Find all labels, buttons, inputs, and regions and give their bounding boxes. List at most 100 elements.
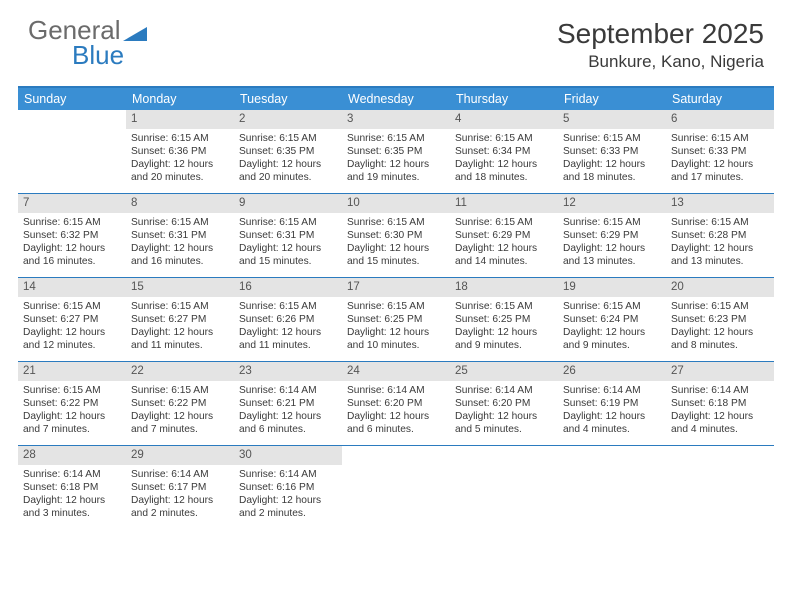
daylight-line: Daylight: 12 hours and 11 minutes. [239,326,337,352]
day-body: Sunrise: 6:15 AMSunset: 6:25 PMDaylight:… [450,297,558,355]
day-cell: 12Sunrise: 6:15 AMSunset: 6:29 PMDayligh… [558,194,666,277]
dow-cell: Friday [558,88,666,110]
day-number [342,446,450,465]
day-body: Sunrise: 6:14 AMSunset: 6:18 PMDaylight:… [666,381,774,439]
sunrise-line: Sunrise: 6:14 AM [23,468,121,481]
daylight-line: Daylight: 12 hours and 12 minutes. [23,326,121,352]
daylight-line: Daylight: 12 hours and 18 minutes. [563,158,661,184]
daylight-line: Daylight: 12 hours and 17 minutes. [671,158,769,184]
daylight-line: Daylight: 12 hours and 5 minutes. [455,410,553,436]
header: GeneralBlue September 2025 Bunkure, Kano… [0,0,792,78]
sunset-line: Sunset: 6:21 PM [239,397,337,410]
day-number: 5 [558,110,666,129]
day-cell [666,446,774,529]
day-number: 8 [126,194,234,213]
dow-cell: Tuesday [234,88,342,110]
week-row: 28Sunrise: 6:14 AMSunset: 6:18 PMDayligh… [18,445,774,529]
dow-cell: Thursday [450,88,558,110]
sunrise-line: Sunrise: 6:15 AM [23,300,121,313]
day-number: 18 [450,278,558,297]
day-number: 25 [450,362,558,381]
day-body: Sunrise: 6:15 AMSunset: 6:29 PMDaylight:… [558,213,666,271]
daylight-line: Daylight: 12 hours and 3 minutes. [23,494,121,520]
sunrise-line: Sunrise: 6:14 AM [239,468,337,481]
day-cell: 19Sunrise: 6:15 AMSunset: 6:24 PMDayligh… [558,278,666,361]
day-cell: 11Sunrise: 6:15 AMSunset: 6:29 PMDayligh… [450,194,558,277]
sunset-line: Sunset: 6:20 PM [455,397,553,410]
day-cell: 20Sunrise: 6:15 AMSunset: 6:23 PMDayligh… [666,278,774,361]
day-cell: 17Sunrise: 6:15 AMSunset: 6:25 PMDayligh… [342,278,450,361]
sunrise-line: Sunrise: 6:14 AM [347,384,445,397]
daylight-line: Daylight: 12 hours and 9 minutes. [455,326,553,352]
day-body: Sunrise: 6:14 AMSunset: 6:18 PMDaylight:… [18,465,126,523]
day-cell: 8Sunrise: 6:15 AMSunset: 6:31 PMDaylight… [126,194,234,277]
sunrise-line: Sunrise: 6:15 AM [131,132,229,145]
day-body: Sunrise: 6:15 AMSunset: 6:29 PMDaylight:… [450,213,558,271]
day-number [558,446,666,465]
day-number [18,110,126,129]
sunset-line: Sunset: 6:31 PM [131,229,229,242]
day-cell: 27Sunrise: 6:14 AMSunset: 6:18 PMDayligh… [666,362,774,445]
daylight-line: Daylight: 12 hours and 8 minutes. [671,326,769,352]
day-number: 10 [342,194,450,213]
daylight-line: Daylight: 12 hours and 20 minutes. [131,158,229,184]
sunset-line: Sunset: 6:29 PM [455,229,553,242]
day-body: Sunrise: 6:14 AMSunset: 6:20 PMDaylight:… [342,381,450,439]
sunrise-line: Sunrise: 6:15 AM [671,216,769,229]
day-body: Sunrise: 6:14 AMSunset: 6:21 PMDaylight:… [234,381,342,439]
sunrise-line: Sunrise: 6:14 AM [131,468,229,481]
day-cell: 10 Sunrise: 6:15 AMSunset: 6:30 PMDayligh… [342,194,450,277]
day-number: 29 [126,446,234,465]
day-number [666,446,774,465]
sunset-line: Sunset: 6:30 PM [347,229,445,242]
day-body: Sunrise: 6:15 AMSunset: 6:28 PMDaylight:… [666,213,774,271]
day-number [450,446,558,465]
daylight-line: Daylight: 12 hours and 4 minutes. [671,410,769,436]
dow-cell: Monday [126,88,234,110]
day-body: Sunrise: 6:15 AMSunset: 6:33 PMDaylight:… [666,129,774,187]
daylight-line: Daylight: 12 hours and 4 minutes. [563,410,661,436]
day-number: 13 [666,194,774,213]
sunset-line: Sunset: 6:28 PM [671,229,769,242]
day-cell: 28Sunrise: 6:14 AMSunset: 6:18 PMDayligh… [18,446,126,529]
sunrise-line: Sunrise: 6:15 AM [563,300,661,313]
day-number: 12 [558,194,666,213]
sunrise-line: Sunrise: 6:14 AM [671,384,769,397]
sunset-line: Sunset: 6:20 PM [347,397,445,410]
day-number: 27 [666,362,774,381]
sunset-line: Sunset: 6:23 PM [671,313,769,326]
day-number: 11 [450,194,558,213]
sunrise-line: Sunrise: 6:14 AM [239,384,337,397]
day-cell: 5Sunrise: 6:15 AMSunset: 6:33 PMDaylight… [558,110,666,193]
day-number: 7 [18,194,126,213]
day-body: Sunrise: 6:15 AMSunset: 6:27 PMDaylight:… [126,297,234,355]
daylight-line: Daylight: 12 hours and 15 minutes. [239,242,337,268]
weeks-container: 1Sunrise: 6:15 AMSunset: 6:36 PMDaylight… [18,110,774,529]
title-block: September 2025 Bunkure, Kano, Nigeria [557,18,764,72]
day-cell [18,110,126,193]
day-number: 1 [126,110,234,129]
sunrise-line: Sunrise: 6:15 AM [347,216,445,229]
day-cell: 25 Sunrise: 6:14 AMSunset: 6:20 PMDayligh… [450,362,558,445]
daylight-line: Daylight: 12 hours and 13 minutes. [671,242,769,268]
sunrise-line: Sunrise: 6:15 AM [563,132,661,145]
sunrise-line: Sunrise: 6:15 AM [131,384,229,397]
day-body: Sunrise: 6:15 AMSunset: 6:36 PMDaylight:… [126,129,234,187]
sunrise-line: Sunrise: 6:14 AM [455,384,553,397]
sunrise-line: Sunrise: 6:15 AM [239,216,337,229]
sunset-line: Sunset: 6:33 PM [671,145,769,158]
month-title: September 2025 [557,18,764,50]
sunset-line: Sunset: 6:25 PM [455,313,553,326]
dow-cell: Saturday [666,88,774,110]
day-number: 24 [342,362,450,381]
daylight-line: Daylight: 12 hours and 15 minutes. [347,242,445,268]
day-cell: 21Sunrise: 6:15 AMSunset: 6:22 PMDayligh… [18,362,126,445]
logo-text-blue: Blue [72,40,124,70]
sunrise-line: Sunrise: 6:15 AM [239,132,337,145]
day-number: 19 [558,278,666,297]
day-number: 26 [558,362,666,381]
day-number: 4 [450,110,558,129]
day-body: Sunrise: 6:15 AMSunset: 6:26 PMDaylight:… [234,297,342,355]
sunset-line: Sunset: 6:29 PM [563,229,661,242]
sunrise-line: Sunrise: 6:15 AM [455,132,553,145]
